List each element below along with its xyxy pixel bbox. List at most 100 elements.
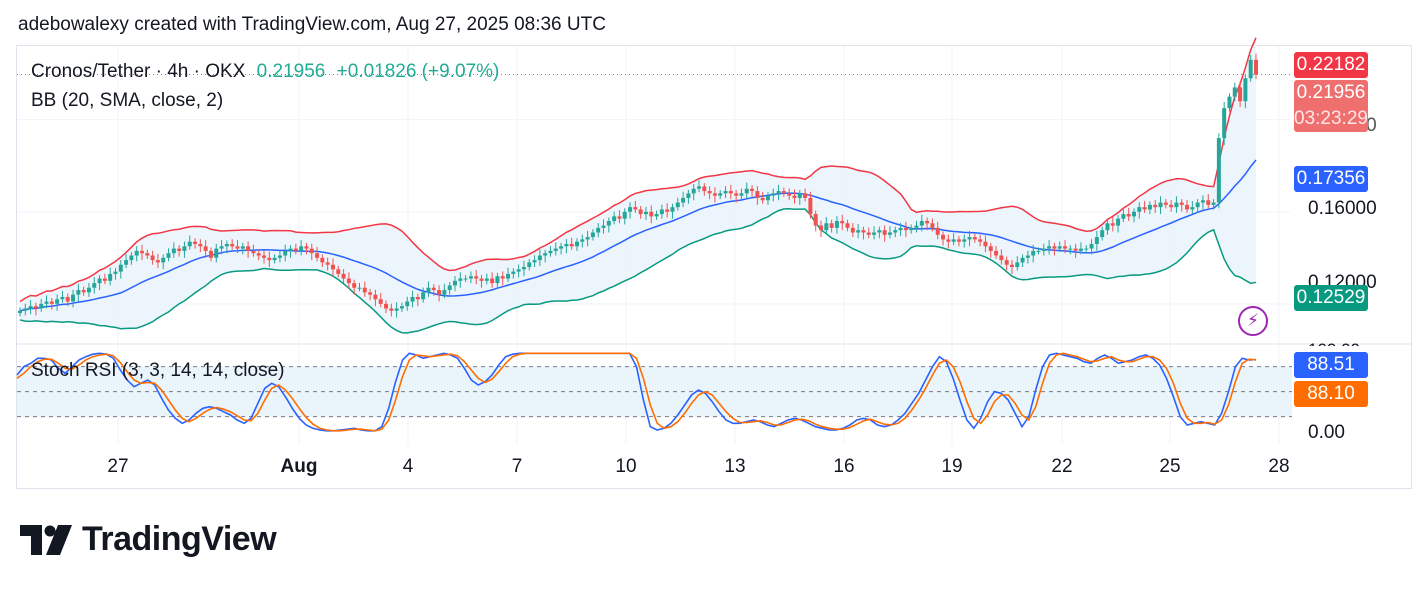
candle-body — [283, 250, 288, 256]
candle — [44, 295, 49, 309]
candle-body — [956, 239, 961, 242]
candle-body — [463, 278, 468, 280]
candle — [813, 210, 818, 232]
candle — [203, 240, 208, 258]
candle-body — [1100, 230, 1105, 238]
stoch-legend: Stoch RSI (3, 3, 14, 14, close) — [31, 360, 284, 382]
candle-body — [649, 211, 654, 217]
candle — [925, 217, 930, 231]
chart-frame[interactable] — [16, 45, 1412, 489]
x-tick-22: 22 — [1051, 456, 1073, 477]
candle — [368, 288, 373, 301]
candle-body — [240, 246, 245, 249]
candle — [405, 296, 410, 311]
candle-body — [707, 191, 712, 194]
candle — [384, 300, 389, 314]
candle — [415, 293, 420, 307]
candle-body — [1063, 246, 1068, 249]
candle — [182, 241, 187, 258]
candlesticks — [18, 53, 1258, 318]
candle — [1243, 74, 1248, 109]
candle — [161, 254, 166, 270]
candle-body — [177, 248, 182, 251]
candle-body — [781, 191, 786, 194]
candle — [734, 189, 739, 203]
candle — [1254, 53, 1258, 80]
candle — [506, 267, 511, 282]
candle — [124, 253, 129, 269]
candle-body — [458, 278, 463, 281]
candle — [723, 186, 728, 198]
candle-body — [1200, 200, 1205, 203]
candle-body — [92, 283, 97, 288]
candle — [378, 293, 383, 308]
candle-body — [431, 287, 436, 291]
candle-body — [193, 241, 198, 244]
candle — [1052, 242, 1057, 256]
candle — [574, 238, 579, 251]
candle — [654, 210, 659, 220]
candle-body — [1057, 246, 1062, 249]
candle — [108, 267, 113, 286]
candle — [1025, 250, 1030, 264]
change-legend: +0.01826 (+9.07%) — [336, 61, 500, 82]
candle — [1036, 247, 1041, 255]
candle-body — [962, 239, 967, 242]
candle-body — [1131, 211, 1136, 217]
candle-body — [140, 250, 145, 254]
candle — [76, 283, 81, 302]
candle — [962, 234, 967, 248]
candle-body — [378, 299, 383, 304]
candle — [559, 242, 564, 255]
bollinger-band-fill — [20, 37, 1256, 333]
candle-body — [155, 260, 160, 263]
candle-body — [1142, 207, 1147, 210]
candle-body — [765, 195, 770, 201]
candle — [564, 239, 569, 254]
candle-body — [797, 193, 802, 198]
candle — [320, 254, 325, 268]
candle — [665, 203, 670, 218]
lightning-icon[interactable]: ⚡ — [1238, 306, 1268, 336]
candle-body — [983, 241, 988, 247]
candle — [553, 242, 558, 256]
tradingview-logo[interactable]: TradingView — [20, 520, 277, 559]
candle-body — [28, 306, 33, 309]
candle-body — [1227, 96, 1232, 109]
candle — [744, 182, 749, 198]
candle-body — [628, 207, 633, 212]
candle-body — [819, 225, 824, 231]
candle — [803, 188, 808, 202]
candle-body — [643, 211, 648, 215]
x-tick-19: 19 — [941, 456, 963, 477]
candle — [521, 260, 526, 277]
candle-body — [532, 260, 537, 263]
candle — [1222, 101, 1227, 145]
candle-body — [1163, 202, 1168, 205]
candle — [1174, 196, 1179, 213]
candle-body — [574, 241, 579, 247]
candle — [850, 223, 855, 238]
candle — [346, 272, 351, 289]
candle — [468, 271, 473, 284]
candle-body — [994, 250, 999, 256]
candle-body — [171, 248, 176, 254]
candle — [55, 294, 60, 311]
candle-body — [697, 186, 702, 189]
candle — [71, 289, 76, 308]
candle — [606, 217, 611, 233]
candle — [914, 220, 919, 233]
candle-body — [1238, 87, 1243, 102]
candle-body — [288, 248, 293, 251]
candle-body — [405, 301, 410, 307]
candle — [1105, 218, 1110, 235]
candle-body — [1126, 214, 1131, 217]
candle-body — [124, 260, 129, 265]
candle — [697, 180, 702, 193]
candle — [978, 234, 983, 247]
candle — [1084, 245, 1089, 254]
candle-body — [559, 246, 564, 249]
candle — [155, 253, 160, 269]
candle — [166, 248, 171, 262]
